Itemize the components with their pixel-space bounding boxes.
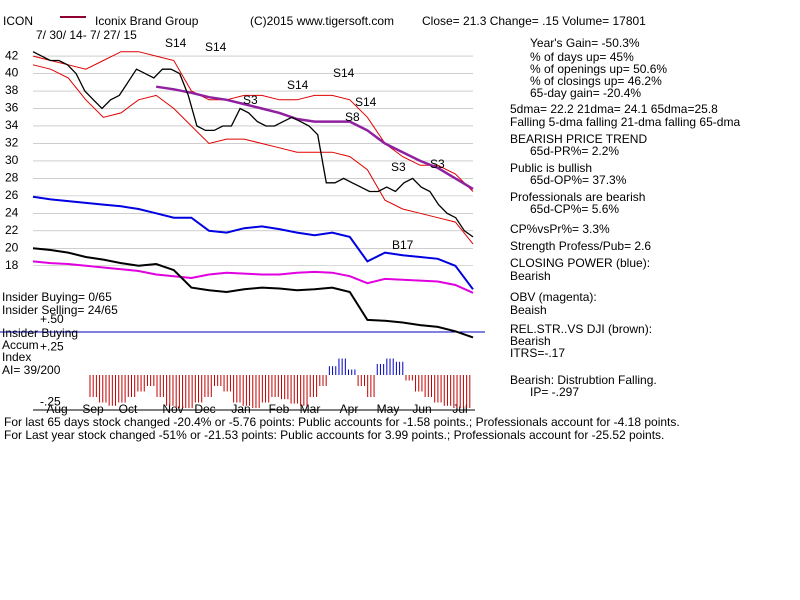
stat-text: Strength Profess/Pub= 2.6 bbox=[510, 239, 651, 253]
y-tick-label: +.50 bbox=[40, 312, 64, 326]
company: Iconix Brand Group bbox=[95, 14, 199, 28]
indicator-line bbox=[32, 195, 474, 290]
x-tick-label: Feb bbox=[269, 402, 290, 416]
legend-entry: CLOSING POWER (blue): bbox=[510, 256, 650, 270]
legend-entry: OBV (magenta): bbox=[510, 290, 597, 304]
x-tick-label: Apr bbox=[340, 402, 359, 416]
stat-text: Bearish bbox=[510, 334, 551, 348]
x-tick-label: Dec bbox=[194, 402, 215, 416]
signal-label: S3 bbox=[391, 160, 406, 174]
signal-label: S14 bbox=[205, 40, 227, 54]
side-label: Index bbox=[2, 350, 31, 364]
copyright: (C)2015 www.tigersoft.com bbox=[250, 14, 394, 28]
quote: Close= 21.3 Change= .15 Volume= 17801 bbox=[422, 14, 646, 28]
y-tick-label: 24 bbox=[5, 206, 19, 220]
stat-text: 65d-PR%= 2.2% bbox=[530, 144, 619, 158]
y-tick-label: 32 bbox=[5, 136, 19, 150]
stat-text: Bearish bbox=[510, 269, 551, 283]
x-tick-label: Jan bbox=[231, 402, 250, 416]
stat-text: % of openings up= 50.6% bbox=[530, 62, 667, 76]
stat-text: 65d-CP%= 5.6% bbox=[530, 202, 619, 216]
indicator-line bbox=[32, 247, 474, 339]
stat-text: Year's Gain= -50.3% bbox=[530, 36, 640, 50]
signal-label: B17 bbox=[392, 238, 414, 252]
y-tick-label: 40 bbox=[5, 66, 19, 80]
signal-label: S14 bbox=[355, 95, 377, 109]
band-line bbox=[32, 64, 474, 245]
footer-text: For last 65 days stock changed -20.4% or… bbox=[4, 415, 680, 429]
stat-text: CP%vsPr%= 3.3% bbox=[510, 222, 610, 236]
stat-text: ITRS=-.17 bbox=[510, 346, 565, 360]
y-tick-label: 42 bbox=[5, 48, 19, 62]
x-tick-label: Mar bbox=[300, 402, 321, 416]
side-label: AI= 39/200 bbox=[2, 363, 61, 377]
x-tick-label: Oct bbox=[119, 402, 138, 416]
y-tick-label: 34 bbox=[5, 118, 19, 132]
stat-text: % of closings up= 46.2% bbox=[530, 74, 662, 88]
y-tick-label: +.25 bbox=[40, 340, 64, 354]
footer-text: For Last year stock changed -51% or -21.… bbox=[4, 428, 664, 442]
band-line bbox=[32, 51, 474, 192]
side-label: Insider Buying bbox=[2, 326, 78, 340]
date-range: 7/ 30/ 14- 7/ 27/ 15 bbox=[36, 28, 137, 42]
stat-text: Beaish bbox=[510, 303, 547, 317]
side-label: Insider Selling= 24/65 bbox=[2, 303, 118, 317]
band-line bbox=[156, 85, 474, 190]
y-tick-label: 30 bbox=[5, 153, 19, 167]
signal-label: S3 bbox=[243, 93, 258, 107]
y-tick-label: 28 bbox=[5, 171, 19, 185]
side-label: Insider Buying= 0/65 bbox=[2, 290, 112, 304]
y-tick-label: -.25 bbox=[40, 395, 61, 409]
y-tick-label: 22 bbox=[5, 223, 19, 237]
signal-label: S14 bbox=[333, 66, 355, 80]
y-tick-label: 18 bbox=[5, 258, 19, 272]
indicator-line bbox=[32, 260, 474, 294]
signal-label: S3 bbox=[430, 157, 445, 171]
y-tick-label: 36 bbox=[5, 101, 19, 115]
symbol: ICON bbox=[3, 14, 33, 28]
signal-label: S14 bbox=[287, 78, 309, 92]
side-label: Accum bbox=[2, 338, 39, 352]
stat-text: Falling 5-dma falling 21-dma falling 65-… bbox=[510, 115, 740, 129]
stat-text: 65d-OP%= 37.3% bbox=[530, 173, 627, 187]
signal-label: S8 bbox=[345, 110, 360, 124]
stat-text: IP= -.297 bbox=[530, 385, 579, 399]
x-tick-label: Sep bbox=[82, 402, 104, 416]
y-tick-label: 38 bbox=[5, 83, 19, 97]
x-tick-label: Jun bbox=[412, 402, 431, 416]
stat-text: BEARISH PRICE TREND bbox=[510, 132, 647, 146]
price-line bbox=[32, 51, 474, 238]
stat-text: % of days up= 45% bbox=[530, 50, 634, 64]
stat-text: Professionals are bearish bbox=[510, 190, 645, 204]
stat-text: Bearish: Distrubtion Falling. bbox=[510, 373, 657, 387]
stat-text: 65-day gain= -20.4% bbox=[530, 86, 641, 100]
stat-text: 5dma= 22.2 21dma= 24.1 65dma=25.8 bbox=[510, 102, 718, 116]
x-tick-label: May bbox=[377, 402, 400, 416]
legend-entry: REL.STR..VS DJI (brown): bbox=[510, 322, 652, 336]
x-tick-label: Nov bbox=[162, 402, 183, 416]
signal-label: S14 bbox=[165, 36, 187, 50]
y-tick-label: 20 bbox=[5, 240, 19, 254]
stat-text: Public is bullish bbox=[510, 161, 592, 175]
x-tick-label: Aug bbox=[46, 402, 67, 416]
y-tick-label: 26 bbox=[5, 188, 19, 202]
